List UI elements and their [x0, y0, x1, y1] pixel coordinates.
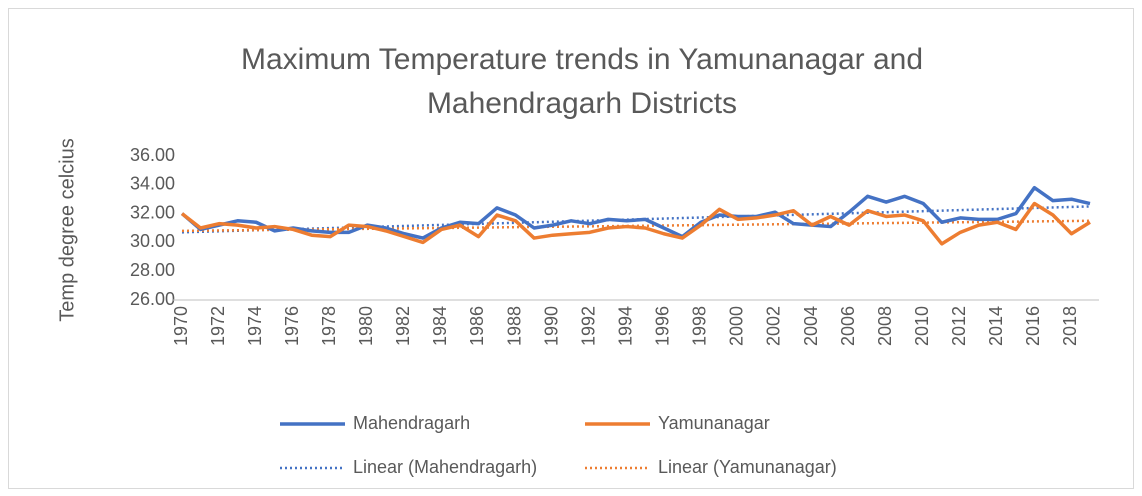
x-tick-label: 2014: [986, 306, 1006, 346]
x-tick-label: 1996: [653, 306, 673, 346]
x-tick-label: 1972: [208, 306, 228, 346]
series-line: [180, 185, 1091, 240]
x-tick-label: 1988: [504, 306, 524, 346]
chart-border: [8, 8, 1134, 489]
x-tick-label: 2002: [764, 306, 784, 346]
trendline: [181, 219, 1091, 233]
y-tick-label: 26.00: [130, 289, 175, 309]
x-tick-label: 1984: [430, 306, 450, 346]
x-tick-label: 1986: [467, 306, 487, 346]
x-tick-label: 2006: [838, 306, 858, 346]
legend-label: Yamunanagar: [658, 413, 770, 433]
x-tick-label: 1990: [541, 306, 561, 346]
y-axis-label: Temp degree celcius: [56, 138, 78, 321]
x-tick-label: 2016: [1023, 306, 1043, 346]
x-tick-label: 1994: [615, 306, 635, 346]
x-tick-label: 2018: [1060, 306, 1080, 346]
y-tick-label: 36.00: [130, 145, 175, 165]
x-tick-label: 1980: [356, 306, 376, 346]
y-tick-label: 30.00: [130, 231, 175, 251]
y-tick-label: 32.00: [130, 202, 175, 222]
chart-title: Maximum Temperature trends in Yamunanaga…: [240, 43, 924, 120]
x-tick-label: 1974: [245, 306, 265, 346]
x-tick-label: 2010: [912, 306, 932, 346]
legend-label: Linear (Mahendragarh): [353, 457, 537, 477]
x-tick-label: 2008: [875, 306, 895, 346]
y-tick-label: 28.00: [130, 260, 175, 280]
x-tick-label: 1982: [393, 306, 413, 346]
x-tick-label: 2012: [949, 306, 969, 346]
x-tick-label: 1992: [578, 306, 598, 346]
x-tick-label: 1998: [690, 306, 710, 346]
x-tick-label: 1970: [171, 306, 191, 346]
legend-label: Mahendragarh: [353, 413, 470, 433]
x-tick-label: 2000: [727, 306, 747, 346]
x-tick-label: 1976: [282, 306, 302, 346]
legend-label: Linear (Yamunanagar): [658, 457, 837, 477]
x-tick-label: 1978: [319, 306, 339, 346]
y-tick-label: 34.00: [130, 174, 175, 194]
x-tick-label: 2004: [801, 306, 821, 346]
series-line: [180, 201, 1091, 246]
